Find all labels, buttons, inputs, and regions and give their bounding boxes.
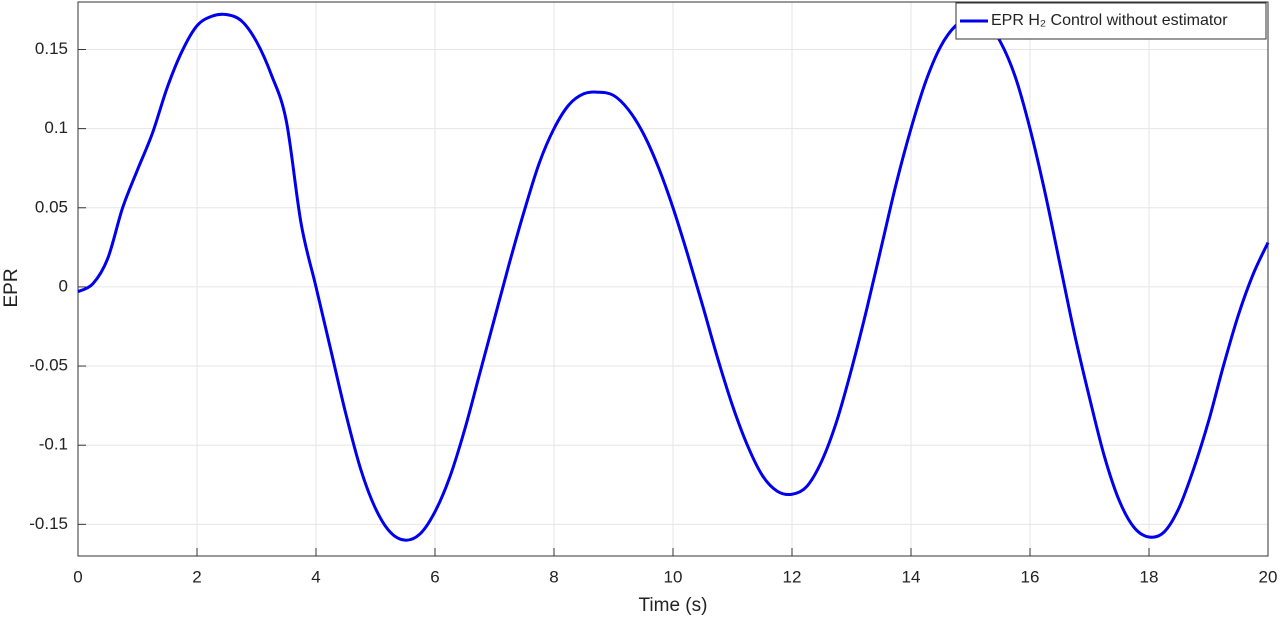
y-tick-label: 0.05	[35, 197, 68, 216]
x-tick-label: 12	[783, 567, 802, 586]
y-tick-label: 0.15	[35, 39, 68, 58]
x-tick-label: 0	[73, 567, 82, 586]
x-tick-label: 4	[311, 567, 320, 586]
x-tick-label: 16	[1021, 567, 1040, 586]
y-tick-label: 0	[59, 276, 68, 295]
x-tick-label: 2	[192, 567, 201, 586]
y-tick-label: -0.05	[29, 356, 68, 375]
x-tick-label: 8	[549, 567, 558, 586]
x-tick-label: 10	[664, 567, 683, 586]
y-tick-label: 0.1	[44, 118, 68, 137]
x-tick-label: 18	[1140, 567, 1159, 586]
x-tick-label: 6	[430, 567, 439, 586]
legend: EPR H₂ Control without estimator	[955, 2, 1267, 40]
plot-frame	[77, 1, 1269, 557]
x-tick-label: 20	[1259, 567, 1278, 586]
x-tick-label: 14	[902, 567, 921, 586]
data-line	[77, 12, 1270, 542]
y-tick-label: -0.1	[39, 435, 68, 454]
x-axis-label: Time (s)	[639, 595, 708, 616]
y-tick-label: -0.15	[29, 514, 68, 533]
legend-label: EPR H₂ Control without estimator	[991, 12, 1228, 29]
y-axis-label: EPR	[1, 268, 22, 307]
legend-box	[955, 2, 1267, 40]
